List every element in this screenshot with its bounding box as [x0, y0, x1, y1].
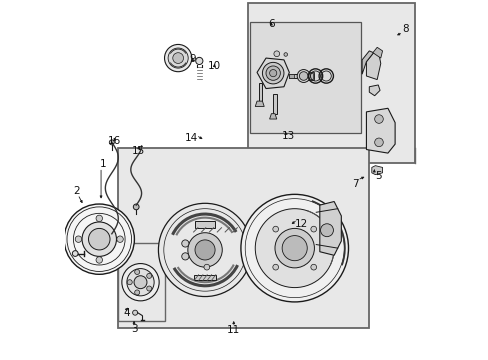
Circle shape	[132, 310, 137, 315]
Text: 10: 10	[207, 61, 221, 71]
Circle shape	[195, 240, 215, 260]
Circle shape	[273, 51, 279, 57]
Circle shape	[96, 257, 102, 263]
Circle shape	[164, 44, 191, 72]
Circle shape	[75, 236, 81, 242]
Polygon shape	[362, 51, 373, 74]
Polygon shape	[366, 53, 380, 80]
Polygon shape	[319, 202, 341, 255]
Circle shape	[182, 253, 188, 260]
Circle shape	[72, 251, 78, 256]
Text: 14: 14	[184, 133, 198, 143]
Circle shape	[146, 286, 151, 291]
Bar	[258, 83, 262, 101]
Bar	[118, 148, 368, 328]
Circle shape	[117, 236, 123, 242]
Circle shape	[284, 53, 287, 56]
Circle shape	[255, 209, 333, 288]
Circle shape	[241, 194, 348, 302]
Text: 6: 6	[267, 19, 274, 29]
Circle shape	[374, 138, 383, 147]
Circle shape	[310, 226, 316, 232]
Circle shape	[195, 57, 203, 64]
Bar	[306, 72, 314, 80]
Bar	[249, 22, 360, 134]
Circle shape	[297, 69, 309, 82]
Circle shape	[269, 69, 276, 77]
Circle shape	[203, 264, 209, 270]
Polygon shape	[269, 114, 276, 119]
Circle shape	[282, 235, 306, 261]
Circle shape	[96, 215, 102, 222]
Circle shape	[274, 228, 314, 268]
Circle shape	[310, 264, 316, 270]
Circle shape	[134, 270, 140, 274]
Circle shape	[134, 290, 140, 295]
Bar	[289, 74, 293, 78]
Circle shape	[272, 226, 278, 232]
Bar	[194, 275, 215, 280]
Circle shape	[64, 204, 134, 274]
Circle shape	[109, 140, 114, 145]
Circle shape	[262, 62, 284, 84]
Text: 12: 12	[295, 219, 308, 229]
Circle shape	[146, 273, 151, 278]
Text: 11: 11	[226, 325, 240, 335]
Circle shape	[122, 264, 159, 301]
Circle shape	[182, 240, 188, 247]
Circle shape	[187, 233, 222, 267]
Polygon shape	[372, 47, 382, 58]
Bar	[308, 73, 313, 78]
Circle shape	[126, 269, 154, 296]
Polygon shape	[371, 166, 382, 175]
Circle shape	[299, 72, 307, 80]
Circle shape	[374, 115, 383, 123]
Circle shape	[133, 204, 139, 210]
Bar	[289, 74, 314, 78]
Bar	[195, 221, 215, 228]
Bar	[118, 243, 164, 320]
Circle shape	[127, 280, 132, 285]
Text: 9: 9	[189, 54, 196, 64]
Text: 13: 13	[281, 131, 294, 141]
Bar	[247, 3, 414, 163]
Text: 15: 15	[132, 146, 145, 156]
Polygon shape	[368, 85, 379, 96]
Circle shape	[82, 222, 116, 256]
Polygon shape	[257, 58, 289, 89]
Text: 7: 7	[351, 179, 358, 189]
Text: 5: 5	[375, 171, 382, 181]
Circle shape	[134, 276, 147, 289]
Text: 1: 1	[100, 159, 106, 169]
Circle shape	[168, 48, 188, 68]
Circle shape	[272, 264, 278, 270]
Polygon shape	[255, 101, 264, 107]
Circle shape	[88, 228, 110, 250]
Circle shape	[320, 224, 333, 237]
Text: 4: 4	[123, 309, 130, 318]
Text: 3: 3	[130, 324, 137, 334]
Text: 16: 16	[108, 136, 121, 146]
Bar	[273, 94, 276, 114]
Polygon shape	[366, 108, 394, 153]
Text: 2: 2	[73, 186, 80, 197]
Circle shape	[158, 203, 251, 297]
Circle shape	[172, 53, 183, 63]
Text: 8: 8	[402, 24, 408, 35]
Circle shape	[265, 66, 280, 80]
